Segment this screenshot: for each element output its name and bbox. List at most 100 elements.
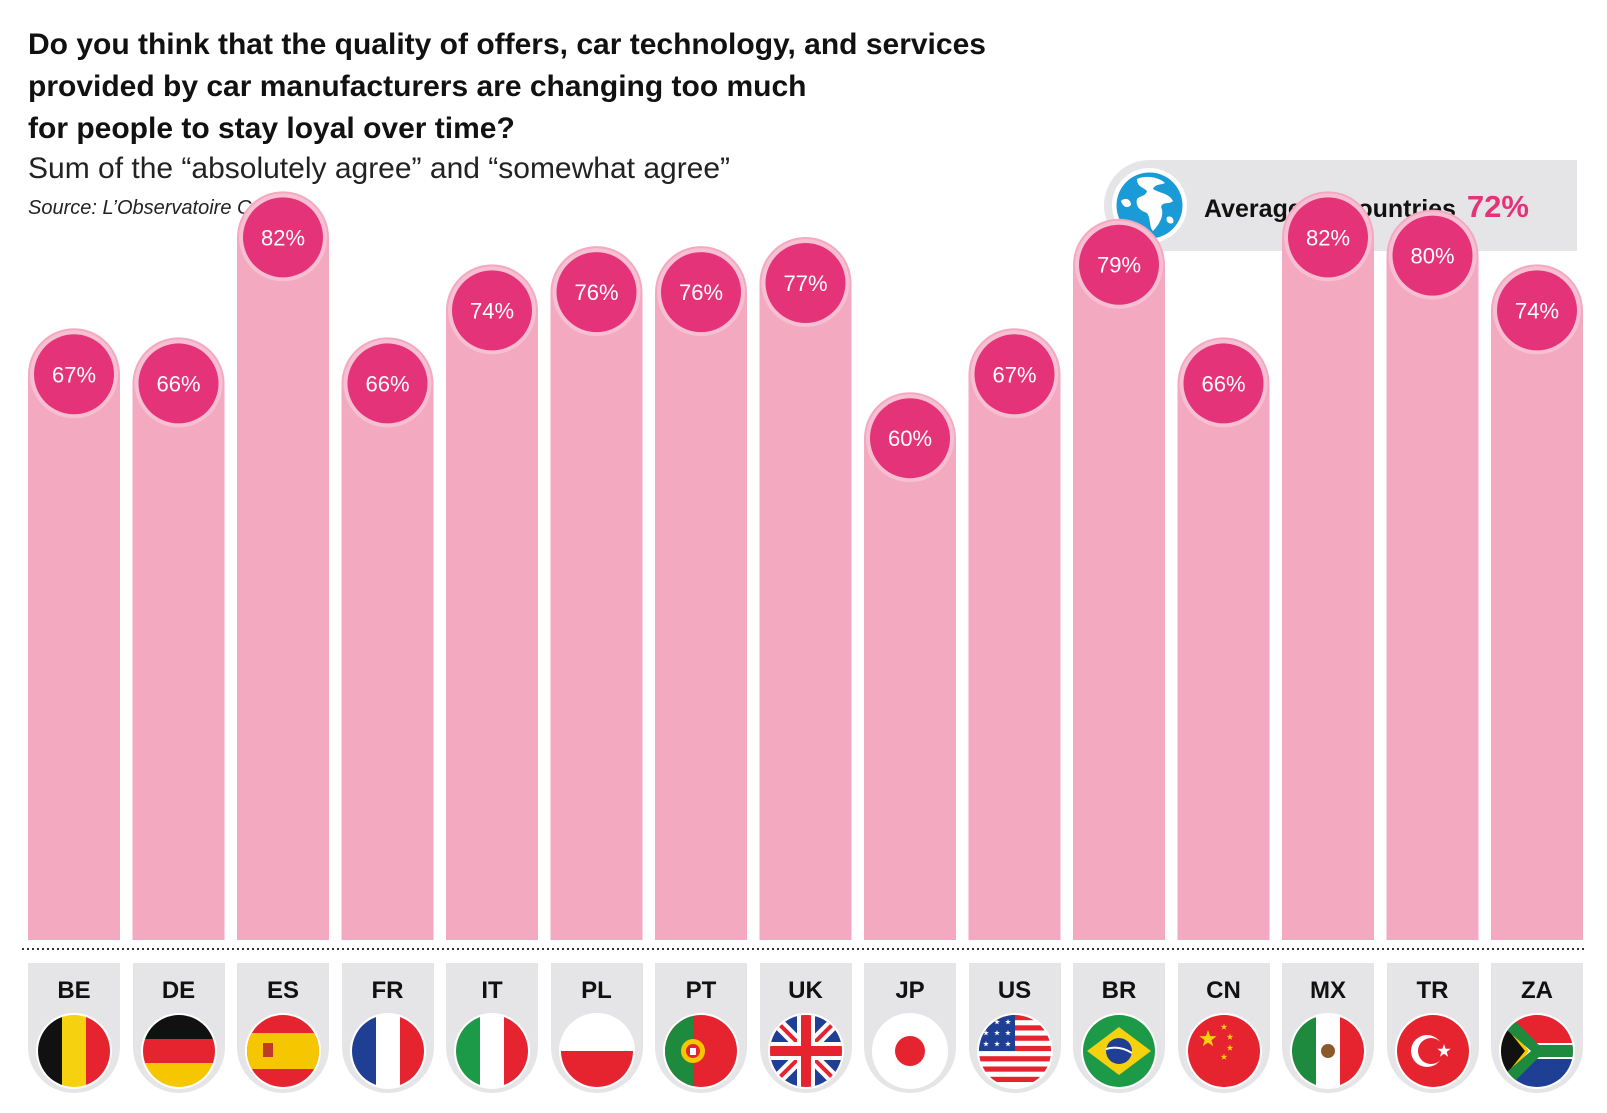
japan-flag-icon — [874, 1015, 946, 1087]
value-bubble — [138, 343, 219, 424]
country-code-label: TR — [1416, 977, 1449, 1004]
data-label-us: 67% — [992, 362, 1036, 387]
data-label-fr: 66% — [365, 371, 409, 396]
united-states-flag-icon — [978, 1015, 1051, 1087]
data-label-za: 74% — [1515, 298, 1559, 323]
bar-jp — [864, 392, 956, 940]
bar-pl — [550, 246, 643, 940]
value-bubble — [1392, 215, 1473, 296]
value-bubble — [243, 197, 323, 278]
data-label-mx: 82% — [1306, 225, 1350, 250]
italy-flag-icon — [456, 1015, 528, 1087]
country-za: ZA — [1491, 963, 1583, 1093]
country-code-label: DE — [161, 977, 196, 1004]
mexico-flag-icon — [1292, 1015, 1364, 1087]
country-code-label: BE — [57, 977, 91, 1004]
data-label-tr: 80% — [1410, 244, 1454, 269]
country-code-label: ZA — [1521, 977, 1553, 1004]
bar-group-cn: 66% — [1177, 337, 1270, 940]
bar-br — [1073, 218, 1165, 941]
country-code-label: JP — [895, 977, 925, 1004]
country-it: IT — [446, 963, 538, 1093]
country-pt: PT — [655, 963, 747, 1093]
bar-cn — [1177, 337, 1270, 940]
bar-group-br: 79% — [1073, 218, 1165, 941]
bar-za — [1491, 264, 1583, 940]
data-label-jp: 60% — [888, 426, 932, 451]
country-cn: CN — [1177, 963, 1270, 1093]
data-label-es: 82% — [261, 225, 305, 250]
chart-subtitle: Sum of the “absolutely agree” and “somew… — [28, 152, 731, 185]
chart-title-line-2: provided by car manufacturers are changi… — [28, 70, 807, 103]
country-es: ES — [237, 963, 329, 1093]
country-fr: FR — [341, 963, 434, 1093]
south-africa-flag-icon — [1501, 1015, 1573, 1087]
bar-group-de: 66% — [132, 337, 225, 940]
chart-source: Source: L’Observatoire Cetelem — [28, 197, 312, 219]
turkey-flag-icon — [1396, 1015, 1469, 1087]
bar-group-be: 67% — [28, 328, 120, 940]
value-bubble — [452, 270, 532, 351]
country-us: US — [968, 963, 1061, 1093]
bar-tr — [1386, 209, 1479, 941]
bar-chart: 67% 66% 82% 66% 74% 76% 76% 77% 60% 67% 79% 66% 82% 8… — [22, 191, 1585, 950]
country-code-label: PL — [581, 977, 612, 1004]
data-label-uk: 77% — [783, 271, 827, 296]
value-bubble — [661, 252, 741, 333]
country-code-label: CN — [1206, 977, 1241, 1004]
country-pl: PL — [550, 963, 643, 1093]
data-label-cn: 66% — [1201, 371, 1245, 396]
united-kingdom-flag-icon — [769, 1015, 842, 1087]
country-jp: JP — [864, 963, 956, 1093]
bar-group-fr: 66% — [341, 337, 434, 940]
china-flag-icon — [1187, 1015, 1260, 1087]
bar-group-es: 82% — [237, 191, 329, 940]
bar-it — [446, 264, 538, 940]
average-value: 72% — [1466, 189, 1529, 224]
bar-fr — [341, 337, 434, 940]
bar-group-us: 67% — [968, 328, 1061, 940]
bar-uk — [759, 236, 852, 941]
chart-title-line-1: Do you think that the quality of offers,… — [28, 28, 986, 61]
bar-group-za: 74% — [1491, 264, 1583, 940]
country-br: BR — [1073, 963, 1165, 1093]
country-be: BE — [28, 963, 120, 1093]
country-mx: MX — [1282, 963, 1374, 1093]
data-label-br: 79% — [1097, 253, 1141, 278]
bar-group-pl: 76% — [550, 246, 643, 940]
portugal-flag-icon — [665, 1015, 737, 1087]
spain-flag-icon — [247, 1015, 319, 1087]
data-label-be: 67% — [52, 362, 96, 387]
value-bubble — [1497, 270, 1577, 351]
germany-flag-icon — [142, 1015, 215, 1087]
chart-title-line-3: for people to stay loyal over time? — [28, 112, 515, 145]
bar-group-pt: 76% — [655, 246, 747, 940]
bar-pt — [655, 246, 747, 940]
country-uk: UK — [759, 963, 852, 1093]
country-de: DE — [132, 963, 225, 1093]
value-bubble — [34, 334, 114, 415]
country-code-label: IT — [481, 977, 503, 1004]
value-bubble — [347, 343, 428, 424]
value-bubble — [556, 252, 637, 333]
brazil-flag-icon — [1083, 1015, 1155, 1087]
country-code-label: BR — [1101, 977, 1137, 1004]
belgium-flag-icon — [38, 1015, 110, 1087]
country-code-label: FR — [371, 977, 404, 1004]
country-code-label: US — [997, 977, 1032, 1004]
bar-be — [28, 328, 120, 940]
bar-us — [968, 328, 1061, 940]
bar-group-tr: 80% — [1386, 209, 1479, 941]
data-label-pl: 76% — [574, 280, 618, 305]
country-tr: TR — [1386, 963, 1479, 1093]
poland-flag-icon — [560, 1015, 633, 1087]
bar-de — [132, 337, 225, 940]
country-code-label: MX — [1310, 977, 1346, 1004]
value-bubble — [1288, 197, 1368, 278]
value-bubble — [870, 398, 950, 479]
bar-group-uk: 77% — [759, 236, 852, 941]
country-code-label: UK — [788, 977, 823, 1004]
data-label-it: 74% — [470, 298, 514, 323]
chart-title: Do you think that the quality of offers,… — [28, 24, 1108, 150]
value-bubble — [974, 334, 1055, 415]
